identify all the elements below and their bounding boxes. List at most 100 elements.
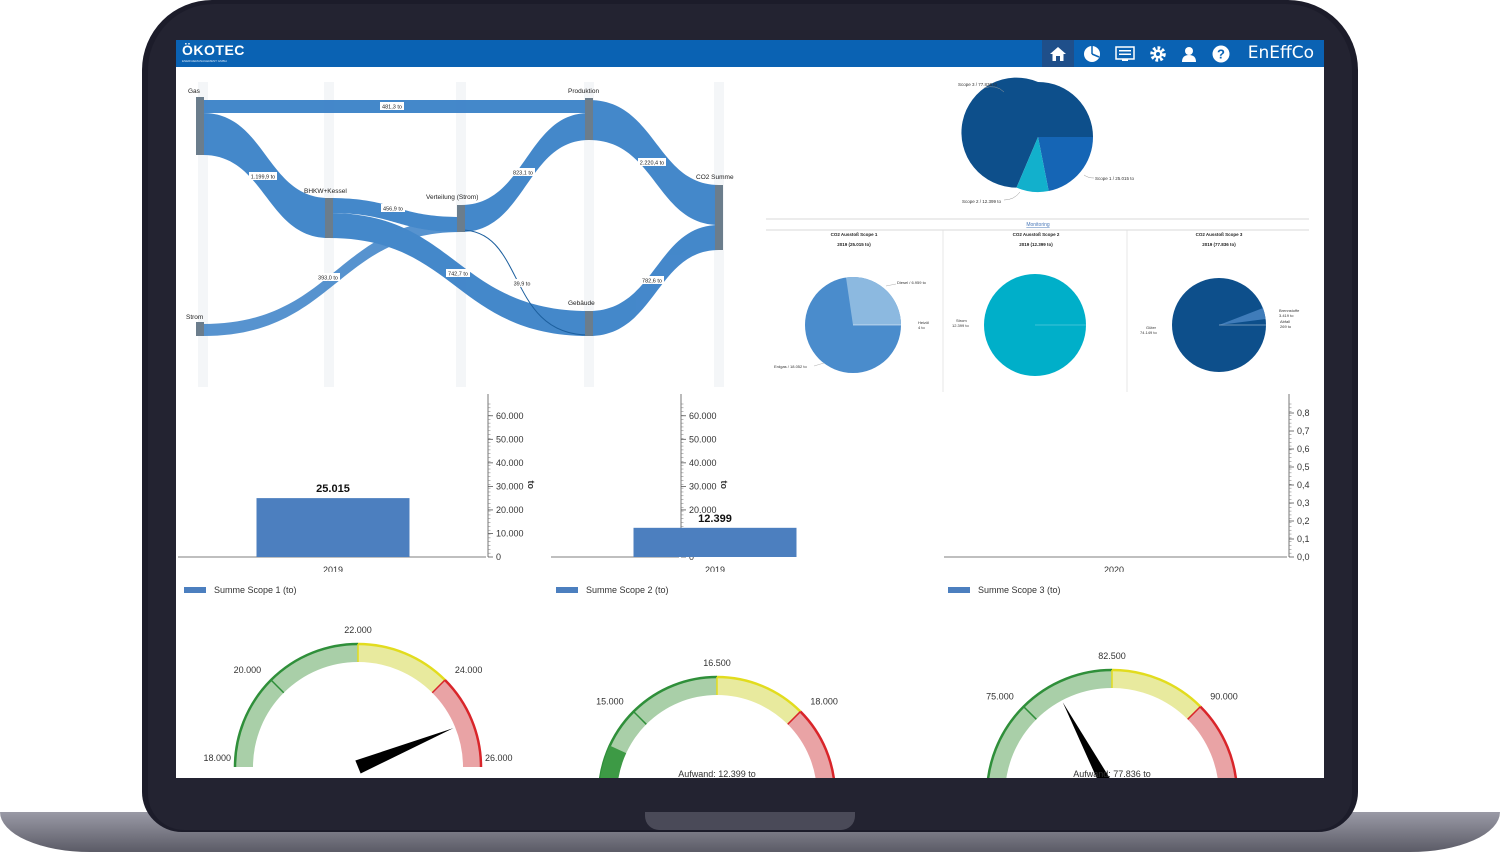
pie-label-scope1: Scope 1 / 25.015 to — [1095, 176, 1135, 181]
scope2-legend[interactable]: Summe Scope 2 (to) — [556, 585, 669, 595]
node-co2-summe[interactable] — [715, 185, 723, 250]
gauge-tick — [1023, 706, 1037, 720]
label-strom: Strom — [186, 314, 203, 321]
scope2-pie-title: CO2 Ausstoß Scope 2 — [1013, 232, 1060, 237]
gauge-yellow-zone-edge — [357, 642, 446, 681]
home-icon — [1050, 46, 1066, 61]
y-tick-label: 60.000 — [496, 411, 524, 421]
node-verteilung[interactable] — [457, 205, 465, 232]
gauge-tick — [633, 711, 647, 725]
label-gas: Gas — [188, 88, 201, 95]
user-icon — [1182, 46, 1196, 62]
sankey-column-bg — [456, 82, 466, 387]
scope1-pie-subtitle: 2019 (25.015 to) — [837, 242, 871, 247]
gauge-tick — [270, 679, 285, 694]
pie-label-heizoel: Heizöl — [918, 320, 929, 325]
scope3-pie-title: CO2 Ausstoß Scope 3 — [1196, 232, 1243, 237]
pie-slice-scope1[interactable] — [1038, 137, 1093, 191]
okotec-logo[interactable]: ÖKOTEC — [182, 42, 245, 58]
node-gas[interactable] — [196, 97, 204, 155]
list-icon — [1115, 45, 1135, 61]
legend-swatch — [948, 587, 970, 593]
flow-label: 782,6 to — [642, 279, 662, 285]
pie-label-heizoel-value: 4 to — [918, 325, 925, 330]
bar[interactable] — [256, 498, 410, 557]
gauge-red-zone-edge — [799, 710, 836, 778]
y-tick-label: 0,5 — [1297, 462, 1310, 472]
nav-user-button[interactable] — [1173, 40, 1205, 67]
y-tick-label: 20.000 — [689, 505, 717, 515]
x-tick-label: 2019 — [323, 565, 343, 572]
pie-label-gueter-value: 74.149 to — [1140, 330, 1157, 335]
nav-help-button[interactable]: ? — [1205, 40, 1237, 67]
overview-scope-pie: Scope 3 / 77.836 to Scope 1 / 25.015 to … — [958, 77, 1135, 204]
scope3-legend[interactable]: Summe Scope 3 (to) — [948, 585, 1061, 595]
legend-swatch — [556, 587, 578, 593]
y-tick-label: 0,3 — [1297, 498, 1310, 508]
nav-settings-button[interactable] — [1142, 40, 1174, 67]
flow-label: 1.199,9 to — [251, 175, 275, 181]
pie-label-scope3: Scope 3 / 77.836 to — [958, 82, 998, 87]
gauge-tick-label: 26.000 — [485, 753, 513, 763]
sankey-diagram: Gas Strom BHKW+Kessel Verteilung (Strom)… — [186, 82, 734, 387]
scope3-bar-chart: 0,80,70,60,50,40,30,20,10,0to2020 — [944, 394, 1310, 572]
pie-label-strom-value: 12.399 to — [952, 323, 969, 328]
gauge-fill — [600, 745, 627, 778]
pie-label-abfall-value: 269 to — [1280, 324, 1292, 329]
gauge-yellow-zone-edge — [1111, 668, 1202, 708]
y-axis-unit: to — [719, 481, 729, 490]
gauge-green-zone — [988, 670, 1112, 778]
pie-label-abfall: Abfall — [1280, 319, 1290, 324]
pie-slice-brennstoffe[interactable] — [1219, 308, 1266, 325]
scope2-pie-subtitle: 2019 (12.399 to) — [1019, 242, 1053, 247]
gauge-tick-label: 18.000 — [810, 697, 838, 707]
node-bhkw[interactable] — [325, 198, 333, 238]
legend-swatch — [184, 587, 206, 593]
svg-text:?: ? — [1217, 46, 1225, 61]
nav-home-button[interactable] — [1042, 40, 1074, 67]
pie-slice-scope2[interactable] — [1016, 137, 1049, 193]
gauge-green-zone — [235, 644, 358, 767]
node-produktion[interactable] — [585, 98, 593, 140]
monitoring-link[interactable]: Monitoring — [1026, 222, 1050, 228]
y-tick-label: 0,1 — [1297, 534, 1310, 544]
gauge-tick-label: 22.000 — [344, 625, 372, 635]
y-tick-label: 30.000 — [496, 481, 524, 491]
scope1-gauge: 18.000 20.000 22.000 24.000 26.000 — [203, 625, 513, 774]
nav-analysis-button[interactable] — [1076, 40, 1108, 67]
bar-value-label: 12.399 — [698, 513, 732, 525]
node-strom[interactable] — [196, 322, 204, 336]
gauge-tick-label: 16.500 — [703, 658, 731, 668]
gauge-needle — [1062, 702, 1110, 778]
gauge-red-zone-edge — [444, 679, 483, 768]
gauge-tick-label: 18.000 — [203, 753, 231, 763]
pie-label-diesel: Diesel / 6.959 to — [897, 280, 927, 285]
pie-label-scope2: Scope 2 / 12.399 to — [962, 199, 1002, 204]
pie-label-brennstoffe-value: 3.419 to — [1279, 313, 1294, 318]
gauge-yellow-zone — [358, 644, 445, 693]
legend-label: Summe Scope 3 (to) — [978, 585, 1061, 595]
bar[interactable] — [633, 527, 797, 557]
scope1-legend[interactable]: Summe Scope 1 (to) — [184, 585, 297, 595]
gauge-tick-label: 24.000 — [455, 665, 483, 675]
top-navigation-bar: ÖKOTEC ENERGIEMANAGEMENT GMBH ? EnEffCo — [176, 40, 1324, 67]
pie-slice-scope3[interactable] — [961, 77, 1038, 188]
gauge-tick — [1187, 706, 1201, 720]
y-tick-label: 50.000 — [496, 434, 524, 444]
gauge-yellow-zone — [717, 677, 801, 725]
scope1-bar-chart: 60.000 50.000 40.000 30.000 20.000 10.000 0 to 2… — [178, 394, 536, 572]
flow-label: 481,3 to — [382, 105, 402, 111]
gauge-red-zone — [432, 680, 481, 767]
y-tick-label: 0 — [496, 552, 501, 562]
y-tick-label: 50.000 — [689, 434, 717, 444]
y-tick-label: 0,4 — [1297, 480, 1310, 490]
y-tick-label: 0,2 — [1297, 516, 1310, 526]
eneffco-brand: EnEffCo — [1247, 43, 1314, 63]
y-tick-label: 30.000 — [689, 481, 717, 491]
pie-slice-diesel[interactable] — [846, 276, 901, 325]
nav-reports-button[interactable] — [1109, 40, 1141, 67]
gauge-tick-label: 82.500 — [1098, 651, 1126, 661]
gauge-caption: Aufwand: 12.399 to — [678, 769, 756, 778]
node-gebaeude[interactable] — [585, 311, 593, 336]
